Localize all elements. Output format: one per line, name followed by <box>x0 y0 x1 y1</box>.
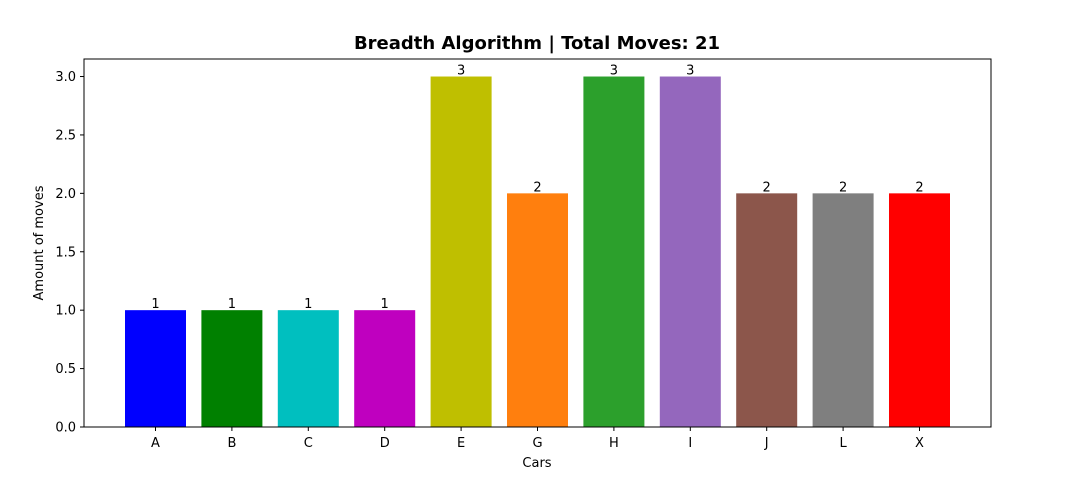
y-axis-label: Amount of moves <box>32 185 47 300</box>
y-tick-label-0.0: 0.0 <box>55 421 76 436</box>
y-tick-label-2.0: 2.0 <box>55 187 76 202</box>
bar-value-label-L: 2 <box>839 180 847 195</box>
chart-title: Breadth Algorithm | Total Moves: 21 <box>354 33 720 54</box>
x-tick-label-E: E <box>457 436 465 451</box>
bar-C <box>277 310 339 427</box>
bars-group: 1 1 1 1 3 2 3 3 2 2 2 <box>125 64 950 428</box>
x-tick-label-G: G <box>532 436 542 451</box>
bar-value-label-G: 2 <box>533 180 541 195</box>
x-tick-label-C: C <box>304 436 313 451</box>
bar-L <box>812 193 874 427</box>
bar-value-label-A: 1 <box>151 297 159 312</box>
x-tick-label-A: A <box>151 436 160 451</box>
bar-value-label-D: 1 <box>381 297 389 312</box>
y-ticks-group: 0.0 0.5 1.0 1.5 2.0 2.5 3.0 <box>55 70 84 436</box>
x-tick-label-B: B <box>227 436 236 451</box>
x-tick-label-L: L <box>839 436 847 451</box>
y-tick-label-1.0: 1.0 <box>55 304 76 319</box>
y-tick-label-0.5: 0.5 <box>55 362 76 377</box>
y-tick-label-3.0: 3.0 <box>55 70 76 85</box>
x-tick-label-H: H <box>609 436 619 451</box>
bar-I <box>659 76 721 428</box>
bar-J <box>736 193 798 427</box>
bar-value-label-C: 1 <box>304 297 312 312</box>
bar-X <box>889 193 950 427</box>
bar-value-label-E: 3 <box>457 64 465 79</box>
bar-E <box>430 76 492 428</box>
bar-value-label-J: 2 <box>763 180 771 195</box>
bar-value-label-X: 2 <box>915 180 923 195</box>
x-tick-label-I: I <box>688 436 692 451</box>
bar-value-label-B: 1 <box>228 297 236 312</box>
x-tick-label-J: J <box>764 436 769 451</box>
bar-D <box>354 310 416 427</box>
x-axis-label: Cars <box>522 456 551 471</box>
x-tick-label-X: X <box>915 436 924 451</box>
bar-B <box>201 310 263 427</box>
plot-area-frame <box>83 58 992 428</box>
bar-A <box>125 310 186 427</box>
bar-value-label-I: 3 <box>686 64 694 79</box>
y-tick-label-2.5: 2.5 <box>55 128 76 143</box>
y-tick-label-1.5: 1.5 <box>55 245 76 260</box>
x-tick-label-D: D <box>380 436 390 451</box>
bar-value-label-H: 3 <box>610 64 618 79</box>
bar-G <box>507 193 568 427</box>
bar-H <box>583 76 645 428</box>
